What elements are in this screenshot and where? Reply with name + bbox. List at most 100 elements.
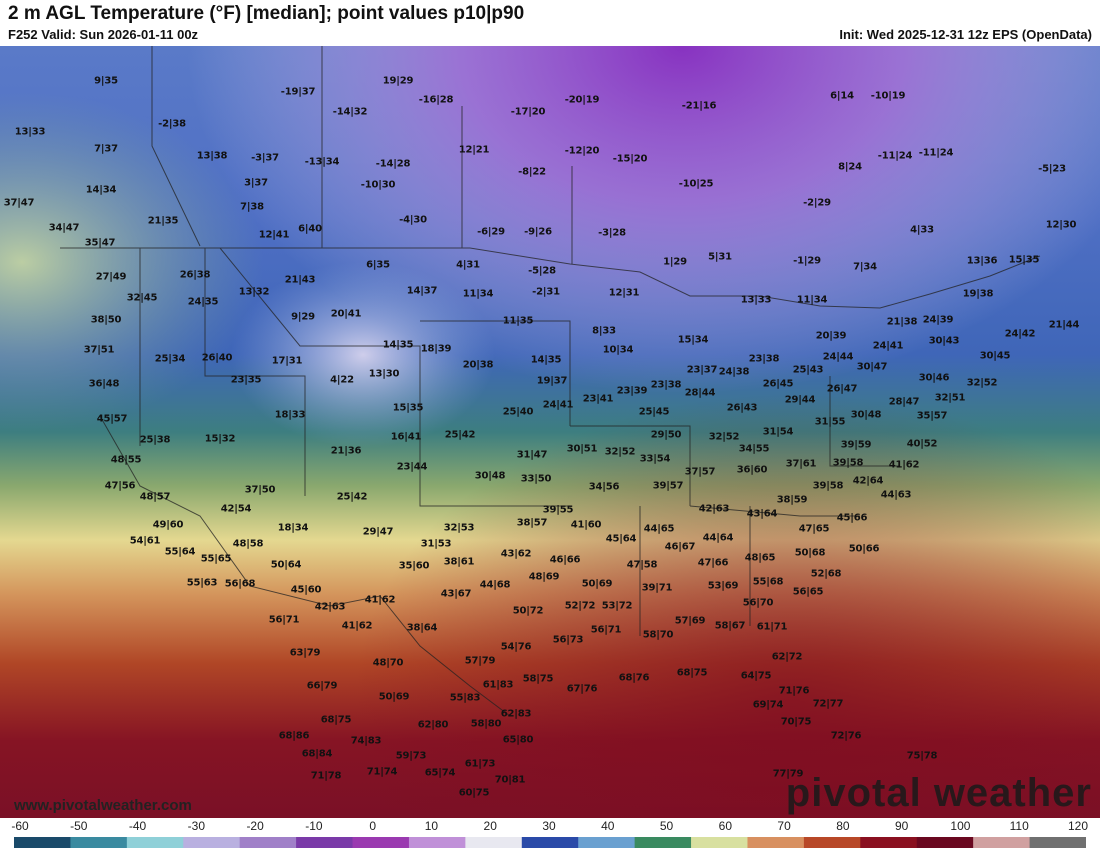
point-value: 23|38 xyxy=(650,379,682,391)
point-value: 54|61 xyxy=(129,535,161,547)
point-value: 12|41 xyxy=(258,229,290,241)
colorbar-strip xyxy=(14,837,1086,848)
point-value: 32|51 xyxy=(934,392,966,404)
point-value: 53|69 xyxy=(707,580,739,592)
point-value: -10|19 xyxy=(870,90,906,102)
point-value: 24|44 xyxy=(822,351,854,363)
point-value: 47|66 xyxy=(697,557,729,569)
point-value: 23|41 xyxy=(582,393,614,405)
colorbar-tick-label: 90 xyxy=(894,819,909,833)
point-value: 29|50 xyxy=(650,429,682,441)
colorbar-segment xyxy=(296,837,354,848)
colorbar-tick-label: 70 xyxy=(777,819,791,833)
colorbar-tick-label: -60 xyxy=(11,819,29,833)
point-value: 35|57 xyxy=(916,410,948,422)
point-value: -2|31 xyxy=(532,286,560,298)
point-value: 62|83 xyxy=(500,708,532,720)
point-value: 23|38 xyxy=(748,353,780,365)
point-value: 7|37 xyxy=(94,143,118,155)
point-value: 13|33 xyxy=(740,294,772,306)
point-value: 52|68 xyxy=(810,568,842,580)
point-value: 45|66 xyxy=(836,512,868,524)
point-value: 24|42 xyxy=(1004,328,1036,340)
colorbar-tick-label: 120 xyxy=(1067,819,1089,833)
point-value: 23|39 xyxy=(616,385,648,397)
point-value: 35|60 xyxy=(398,560,430,572)
point-value: 45|60 xyxy=(290,584,322,596)
point-value: 27|49 xyxy=(95,271,127,283)
colorbar-segment xyxy=(465,837,523,848)
point-value: 15|35 xyxy=(392,402,424,414)
point-value: 52|72 xyxy=(564,600,596,612)
colorbar-segment xyxy=(916,837,974,848)
point-value: -5|23 xyxy=(1038,163,1066,175)
point-value: 24|41 xyxy=(542,399,574,411)
point-value: 62|80 xyxy=(417,719,449,731)
point-value: 15|32 xyxy=(204,433,236,445)
point-value: -10|25 xyxy=(678,178,714,190)
point-value: 37|57 xyxy=(684,466,716,478)
header: 2 m AGL Temperature (°F) [median]; point… xyxy=(0,0,1100,46)
point-value: 4|33 xyxy=(910,224,934,236)
point-value: 26|45 xyxy=(762,378,794,390)
point-value: 43|62 xyxy=(500,548,532,560)
point-value: 58|75 xyxy=(522,673,554,685)
colorbar-tick-label: -10 xyxy=(305,819,323,833)
point-value: 77|79 xyxy=(772,768,804,780)
temperature-map: 9|35 13|33 -2|38 7|37 13|38 -3|37 14|34 3|37 7|3… xyxy=(0,46,1100,818)
point-value: 6|40 xyxy=(298,223,322,235)
point-value: -3|28 xyxy=(598,227,626,239)
point-value: -1|29 xyxy=(793,255,821,267)
point-value: 12|21 xyxy=(458,144,490,156)
point-value: 39|58 xyxy=(832,457,864,469)
point-value: 72|76 xyxy=(830,730,862,742)
point-value: 56|65 xyxy=(792,586,824,598)
colorbar-tick-label: 50 xyxy=(659,819,674,833)
point-value: 38|59 xyxy=(776,494,808,506)
point-value: 6|35 xyxy=(366,259,390,271)
point-value: -16|28 xyxy=(418,94,454,106)
point-value: 29|47 xyxy=(362,526,394,538)
point-value: 38|57 xyxy=(516,517,548,529)
point-value: 44|68 xyxy=(479,579,511,591)
point-value: 41|62 xyxy=(364,594,396,606)
point-value: 23|35 xyxy=(230,374,262,386)
point-value: 50|69 xyxy=(378,691,410,703)
point-value: 70|81 xyxy=(494,774,526,786)
point-value: 44|64 xyxy=(702,532,734,544)
point-value: 36|60 xyxy=(736,464,768,476)
point-value: 11|35 xyxy=(502,315,534,327)
point-value: 36|48 xyxy=(88,378,120,390)
point-value: 44|63 xyxy=(880,489,912,501)
point-value: 38|61 xyxy=(443,556,475,568)
point-value: 18|33 xyxy=(274,409,306,421)
point-value: -15|20 xyxy=(612,153,648,165)
point-value: 63|79 xyxy=(289,647,321,659)
colorbar-tick-label: 20 xyxy=(483,819,497,833)
point-value: 24|38 xyxy=(718,366,750,378)
point-value: 39|58 xyxy=(812,480,844,492)
colorbar-tick-label: 30 xyxy=(542,819,556,833)
point-value: 35|47 xyxy=(84,237,116,249)
point-value: 37|51 xyxy=(83,344,115,356)
point-value: 61|83 xyxy=(482,679,514,691)
point-value: 32|52 xyxy=(966,377,998,389)
point-value: 25|43 xyxy=(792,364,824,376)
point-value: 64|75 xyxy=(740,670,772,682)
point-value: 3|37 xyxy=(244,177,268,189)
point-value: 12|30 xyxy=(1045,219,1077,231)
point-value: 21|44 xyxy=(1048,319,1080,331)
point-value: 59|73 xyxy=(395,750,427,762)
point-value: 75|78 xyxy=(906,750,938,762)
point-value: -5|28 xyxy=(528,265,556,277)
point-value: 65|74 xyxy=(424,767,456,779)
point-value: 26|40 xyxy=(201,352,233,364)
colorbar-segment xyxy=(126,837,184,848)
point-value: 70|75 xyxy=(780,716,812,728)
point-value: 21|38 xyxy=(886,316,918,328)
point-value: 19|38 xyxy=(962,288,994,300)
point-value: 23|44 xyxy=(396,461,428,473)
point-value: 32|52 xyxy=(604,446,636,458)
point-value: -14|28 xyxy=(375,158,411,170)
point-value: 31|47 xyxy=(516,449,548,461)
